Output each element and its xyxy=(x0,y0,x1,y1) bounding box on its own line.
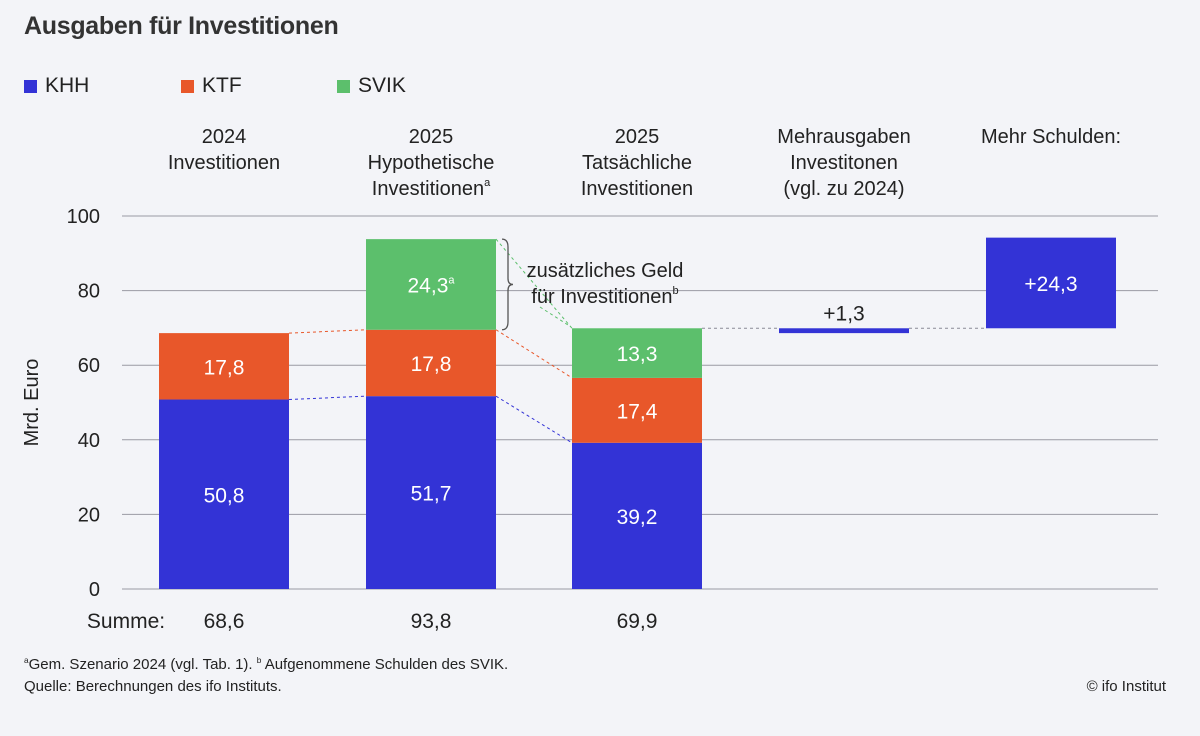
category-label-3-line-2: (vgl. zu 2024) xyxy=(783,178,904,200)
annotation-line-1: für Investitionenb xyxy=(531,285,678,308)
category-label-2-line-2: Investitionen xyxy=(581,178,693,200)
legend-label-svik: SVIK xyxy=(358,74,406,97)
category-label-0-line-1: Investitionen xyxy=(168,152,280,174)
floating-bar-label-0: +1,3 xyxy=(823,302,864,325)
footnote-sup-b: b xyxy=(256,656,262,665)
y-tick-60: 60 xyxy=(78,355,100,377)
category-label-3-line-1: Investitonen xyxy=(790,152,898,174)
sum-value-1: 93,8 xyxy=(411,610,452,633)
y-tick-40: 40 xyxy=(78,430,100,452)
annotation-line-0: zusätzliches Geld xyxy=(527,260,684,282)
connector-1 xyxy=(495,395,573,444)
legend-label-ktf: KTF xyxy=(202,74,242,97)
bar-svik-1 xyxy=(366,239,496,330)
footnote-source: Quelle: Berechnungen des ifo Instituts. xyxy=(24,678,282,695)
category-label-2-line-0: 2025 xyxy=(615,126,660,148)
bar-khh-1 xyxy=(366,396,496,589)
footnote-line-1: aGem. Szenario 2024 (vgl. Tab. 1). b Auf… xyxy=(24,656,508,673)
chart-title: Ausgaben für Investitionen xyxy=(24,12,339,40)
bar-svik-2 xyxy=(572,328,702,378)
legend-swatch-ktf xyxy=(181,79,194,93)
y-tick-20: 20 xyxy=(78,504,100,526)
category-label-1-line-0: 2025 xyxy=(409,126,454,148)
sum-label: Summe: xyxy=(87,610,165,633)
connector-0 xyxy=(288,395,367,401)
legend-item-ktf: KTF xyxy=(181,74,242,98)
sum-value-0: 68,6 xyxy=(204,610,245,633)
legend-swatch-khh xyxy=(24,79,37,93)
y-tick-80: 80 xyxy=(78,281,100,303)
annotation-bracket xyxy=(501,238,514,331)
connector-4 xyxy=(495,238,573,329)
y-tick-100: 100 xyxy=(67,206,100,228)
bar-label-khh-1: 51,7 xyxy=(411,483,452,506)
bar-label-ktf-2: 17,4 xyxy=(617,400,658,423)
bar-khh-0 xyxy=(159,399,289,589)
connector-3 xyxy=(495,329,573,379)
bar-label-ktf-0: 17,8 xyxy=(204,356,245,379)
bar-label-khh-2: 39,2 xyxy=(617,506,658,529)
floating-bar-label-1: +24,3 xyxy=(1024,273,1077,296)
floating-bar-1 xyxy=(986,237,1116,329)
legend-label-khh: KHH xyxy=(45,74,90,97)
category-label-1-line-2: Investitionena xyxy=(372,177,491,200)
category-label-1-line-1: Hypothetische xyxy=(368,152,495,174)
footnote-b-text: Aufgenommene Schulden des SVIK. xyxy=(264,656,509,673)
category-label-3-line-0: Mehrausgaben xyxy=(777,126,910,148)
bar-ktf-2 xyxy=(572,377,702,443)
bar-khh-2 xyxy=(572,442,702,589)
bar-label-svik-2: 13,3 xyxy=(617,343,658,366)
y-tick-0: 0 xyxy=(89,579,100,601)
copyright: © ifo Institut xyxy=(1086,678,1166,695)
bar-label-svik-1: 24,3a xyxy=(408,274,456,297)
footnote-a-text: Gem. Szenario 2024 (vgl. Tab. 1). xyxy=(28,656,257,673)
category-label-0-line-0: 2024 xyxy=(202,126,247,148)
legend: KHH KTF SVIK xyxy=(24,74,444,98)
y-axis-label: Mrd. Euro xyxy=(21,359,43,447)
sum-value-2: 69,9 xyxy=(617,610,658,633)
annotation-pointer xyxy=(539,306,571,327)
bar-ktf-1 xyxy=(366,329,496,397)
legend-item-khh: KHH xyxy=(24,74,89,98)
floating-bar-0 xyxy=(779,328,909,334)
bar-ktf-0 xyxy=(159,333,289,400)
category-label-4-line-0: Mehr Schulden: xyxy=(981,126,1121,148)
connector-2 xyxy=(288,329,367,334)
bar-label-khh-0: 50,8 xyxy=(204,484,245,507)
category-label-2-line-1: Tatsächliche xyxy=(582,152,692,174)
footnote-sup-a: a xyxy=(24,656,29,665)
legend-item-svik: SVIK xyxy=(337,74,406,98)
legend-swatch-svik xyxy=(337,79,350,93)
bar-label-ktf-1: 17,8 xyxy=(411,353,452,376)
